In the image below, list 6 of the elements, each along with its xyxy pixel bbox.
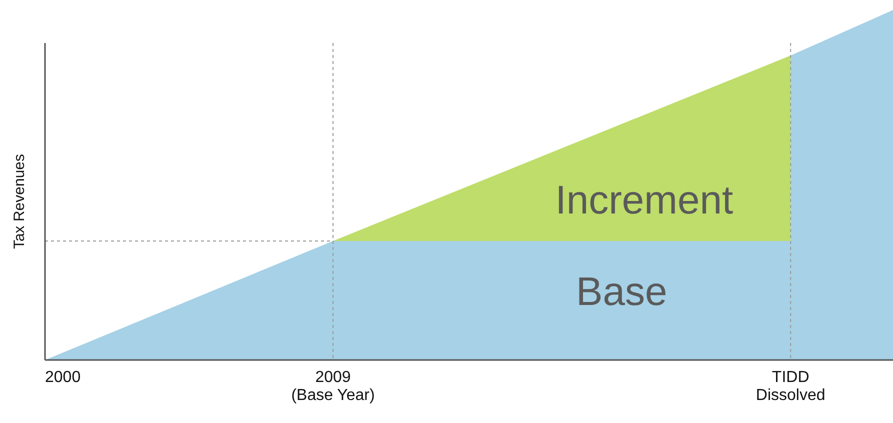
series-label: Base xyxy=(576,270,668,314)
x-tick-label: 2000 xyxy=(45,369,81,386)
x-tick-label: 2009 (Base Year) xyxy=(291,369,375,404)
series-label: Increment xyxy=(555,178,734,223)
x-tick-label: TIDD Dissolved xyxy=(756,369,826,404)
y-axis-title: Tax Revenues xyxy=(11,154,28,250)
